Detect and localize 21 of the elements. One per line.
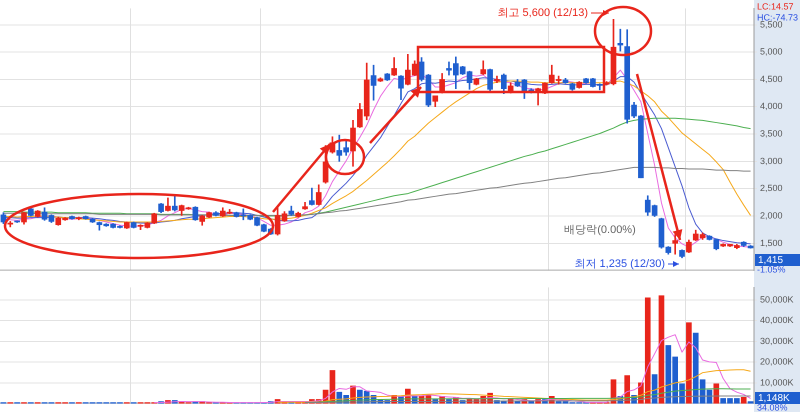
y-tick-label: 1,500 (760, 238, 783, 248)
y-tick-label: 4,500 (760, 74, 783, 84)
y-tick-label: 4,000 (760, 101, 783, 112)
annotation: 최저 1,235 (12/30) (574, 258, 665, 270)
y-tick-label: 20,000K (760, 356, 794, 367)
y-tick-label: 30,000K (760, 336, 794, 346)
y-tick-label: 3,000 (760, 156, 783, 166)
y-tick-label: 40,000K (760, 315, 794, 326)
text: 1,148K (758, 392, 790, 404)
y-tick-label: 2,500 (760, 183, 783, 194)
y-tick-label: 50,000K (760, 294, 794, 304)
y-tick-label: 5,000 (760, 46, 783, 57)
y-tick-label: 3,500 (760, 128, 783, 139)
annotation: 배당락(0.00%) (564, 224, 636, 236)
y-tick-label: 2,000 (760, 210, 783, 220)
y-tick-label: 10,000K (760, 377, 794, 388)
text: 34.08% (757, 402, 788, 412)
text: -1.05% (757, 264, 786, 274)
annotation: 최고 5,600 (12/13) (498, 7, 588, 20)
text: LC:14.57 (757, 1, 794, 12)
text: 1,415 (758, 254, 784, 266)
